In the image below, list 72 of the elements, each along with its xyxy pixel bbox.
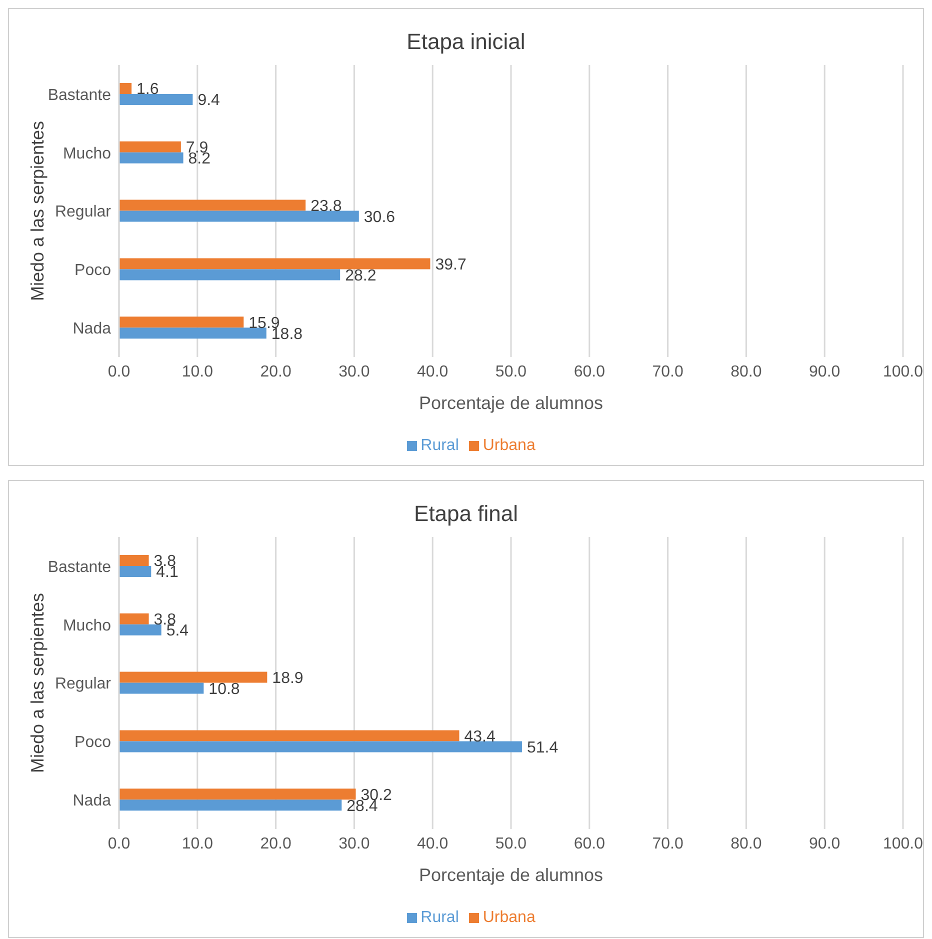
data-label: 23.8	[310, 198, 342, 215]
x-tick-label: 100.0	[882, 835, 924, 852]
x-tick-label: 100.0	[882, 363, 924, 380]
bar	[119, 152, 184, 164]
data-label: 10.8	[208, 680, 240, 698]
bar	[119, 328, 266, 339]
x-tick-label: 80.0	[730, 835, 762, 852]
x-tick-label: 0.0	[108, 835, 130, 852]
x-axis-title: Porcentaje de alumnos	[418, 865, 604, 885]
bar	[119, 788, 356, 800]
x-tick-label: 80.0	[730, 363, 762, 380]
bar	[119, 613, 149, 624]
x-tick-label: 60.0	[574, 835, 606, 852]
y-tick-label: Nada	[72, 320, 112, 338]
x-tick-label: 70.0	[652, 835, 684, 852]
y-tick-label: Nada	[72, 792, 112, 810]
x-tick-label: 10.0	[182, 363, 214, 380]
y-tick-label: Bastante	[48, 86, 112, 104]
x-tick-label: 40.0	[417, 363, 448, 380]
y-axis-title: Miedo a las serpientes	[27, 120, 48, 302]
x-tick-label: 30.0	[338, 835, 370, 852]
bar	[119, 555, 149, 566]
bar	[119, 741, 522, 752]
x-tick-label: 70.0	[652, 363, 684, 380]
y-tick-label: Mucho	[62, 145, 112, 162]
bar	[119, 269, 340, 280]
x-tick-label: 50.0	[495, 363, 527, 380]
data-label: 9.4	[198, 92, 220, 110]
y-tick-label: Poco	[74, 734, 112, 752]
legend-label: Rural	[420, 437, 459, 454]
data-label: 39.7	[435, 256, 466, 274]
y-tick-label: Regular	[54, 676, 112, 693]
data-label: 43.4	[464, 728, 496, 746]
legend-label: Urbana	[482, 437, 536, 454]
legend-label: Urbana	[482, 909, 536, 926]
bar	[119, 141, 181, 152]
x-tick-label: 90.0	[809, 363, 840, 380]
x-tick-label: 40.0	[417, 835, 448, 852]
y-tick-label: Bastante	[48, 558, 112, 576]
data-label: 1.6	[136, 81, 159, 98]
x-tick-label: 0.0	[108, 363, 130, 380]
bar	[119, 672, 268, 683]
y-tick-label: Regular	[54, 204, 112, 221]
x-tick-label: 20.0	[260, 363, 292, 380]
chart-title: Etapa final	[413, 500, 519, 527]
x-tick-label: 50.0	[495, 835, 527, 852]
bar	[119, 566, 152, 577]
x-tick-label: 10.0	[182, 835, 214, 852]
x-tick-label: 30.0	[338, 363, 370, 380]
x-tick-label: 20.0	[260, 835, 292, 852]
bar	[119, 682, 204, 694]
data-label: 28.2	[345, 267, 376, 284]
data-label: 18.9	[272, 670, 304, 687]
bar	[119, 316, 244, 328]
data-label: 30.6	[364, 208, 396, 226]
bar	[119, 94, 193, 105]
data-label: 51.4	[526, 739, 558, 756]
x-tick-label: 90.0	[809, 835, 840, 852]
y-axis-title: Miedo a las serpientes	[27, 592, 48, 774]
legend-label: Rural	[420, 909, 459, 926]
x-tick-label: 60.0	[574, 363, 606, 380]
bar	[119, 200, 306, 211]
bar	[119, 624, 162, 636]
y-tick-label: Poco	[74, 262, 112, 280]
bar	[119, 210, 359, 222]
y-tick-label: Mucho	[62, 617, 112, 634]
bar	[119, 800, 342, 811]
x-axis-title: Porcentaje de alumnos	[418, 393, 604, 413]
bar	[119, 83, 132, 94]
chart-title: Etapa inicial	[406, 28, 526, 55]
bar	[119, 258, 430, 270]
bar	[119, 730, 460, 742]
